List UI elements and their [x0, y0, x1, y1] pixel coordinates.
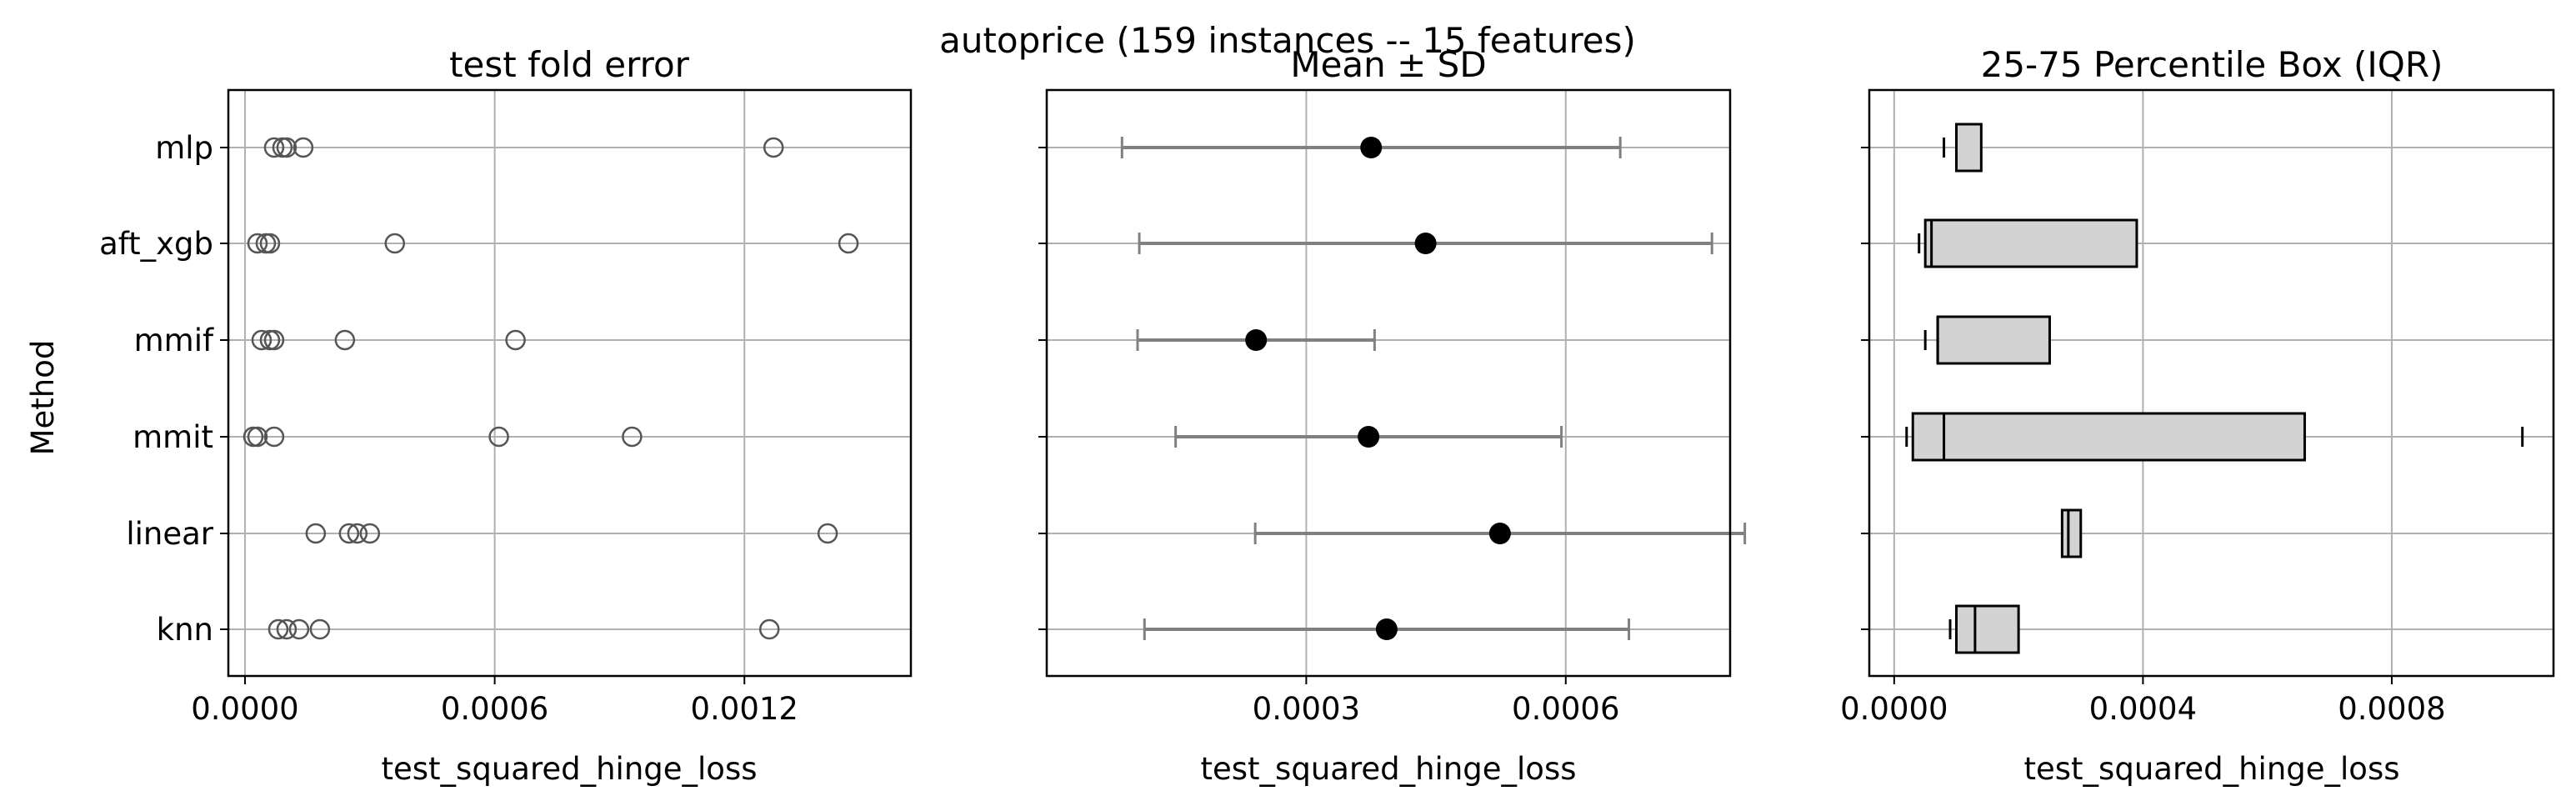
- data-point: [838, 233, 859, 254]
- panel-test-fold-error: test fold error test_squared_hinge_loss …: [99, 44, 913, 787]
- data-point: [488, 426, 509, 448]
- panel-iqr-box: 25-75 Percentile Box (IQR) test_squared_…: [1840, 44, 2555, 787]
- marks: [243, 137, 859, 640]
- x-tick-label: 0.0006: [1512, 691, 1619, 727]
- grid: [1047, 90, 1730, 676]
- y-tick-label: aft_xgb: [99, 226, 213, 262]
- x-tick-label: 0.0008: [2338, 691, 2445, 727]
- x-tick-label: 0.0004: [2089, 691, 2197, 727]
- data-point: [259, 233, 281, 254]
- data-point: [293, 137, 314, 158]
- iqr-box: [1923, 218, 2138, 268]
- data-point: [309, 618, 331, 640]
- y-axis-label: Method: [25, 340, 61, 456]
- x-axis-label: test_squared_hinge_loss: [1201, 751, 1577, 787]
- axes-frame: [1045, 88, 1732, 678]
- panel-title: Mean ± SD: [1290, 44, 1486, 85]
- data-point: [305, 523, 327, 544]
- data-point: [359, 523, 381, 544]
- data-point: [505, 329, 526, 351]
- data-point: [251, 329, 273, 351]
- figure-suptitle: autoprice (159 instances -- 15 features): [939, 20, 1636, 61]
- x-tick-label: 0.0000: [1840, 691, 1948, 727]
- data-point: [288, 618, 310, 640]
- y-tick-label: linear: [126, 516, 213, 552]
- panel-title: test fold error: [449, 44, 690, 85]
- mean-marker: [1360, 137, 1383, 158]
- mean-marker: [1358, 426, 1380, 448]
- marks: [1905, 123, 2524, 654]
- mean-marker: [1245, 329, 1268, 351]
- y-tick-label: knn: [157, 612, 213, 648]
- data-point: [347, 523, 368, 544]
- x-tick-label: 0.0012: [691, 691, 798, 727]
- iqr-box: [1954, 604, 2020, 654]
- x-tick-label: 0.0006: [441, 691, 548, 727]
- data-point: [384, 233, 406, 254]
- iqr-box: [1911, 412, 2306, 462]
- data-point: [276, 618, 298, 640]
- data-point: [247, 233, 268, 254]
- axes-frame: [227, 88, 913, 678]
- data-point: [263, 426, 285, 448]
- data-point: [263, 137, 285, 158]
- data-point: [758, 618, 780, 640]
- panel-title: 25-75 Percentile Box (IQR): [1981, 44, 2443, 85]
- grid: [1869, 90, 2553, 676]
- mean-marker: [1488, 523, 1511, 544]
- mean-marker: [1375, 618, 1398, 640]
- data-point: [338, 523, 360, 544]
- grid: [228, 90, 911, 676]
- data-point: [622, 426, 643, 448]
- iqr-box: [1954, 123, 1983, 173]
- iqr-box: [1936, 315, 2051, 365]
- data-point: [247, 426, 268, 448]
- y-tick-label: mmif: [134, 323, 214, 358]
- data-point: [268, 618, 289, 640]
- mean-marker: [1414, 233, 1437, 254]
- y-tick-label: mlp: [155, 130, 213, 166]
- x-tick-label: 0.0003: [1253, 691, 1360, 727]
- x-tick-label: 0.0000: [191, 691, 298, 727]
- data-point: [263, 329, 285, 351]
- data-point: [817, 523, 838, 544]
- marks: [1120, 137, 1747, 640]
- x-axis-label: test_squared_hinge_loss: [2024, 751, 2400, 787]
- panel-mean-sd: Mean ± SD test_squared_hinge_loss 0.0003…: [1038, 44, 1747, 787]
- iqr-box: [2060, 508, 2083, 558]
- data-point: [334, 329, 356, 351]
- data-point: [763, 137, 784, 158]
- y-tick-label: mmit: [133, 419, 213, 455]
- data-point: [276, 137, 298, 158]
- x-axis-label: test_squared_hinge_loss: [382, 751, 758, 787]
- axes-frame: [1868, 88, 2555, 678]
